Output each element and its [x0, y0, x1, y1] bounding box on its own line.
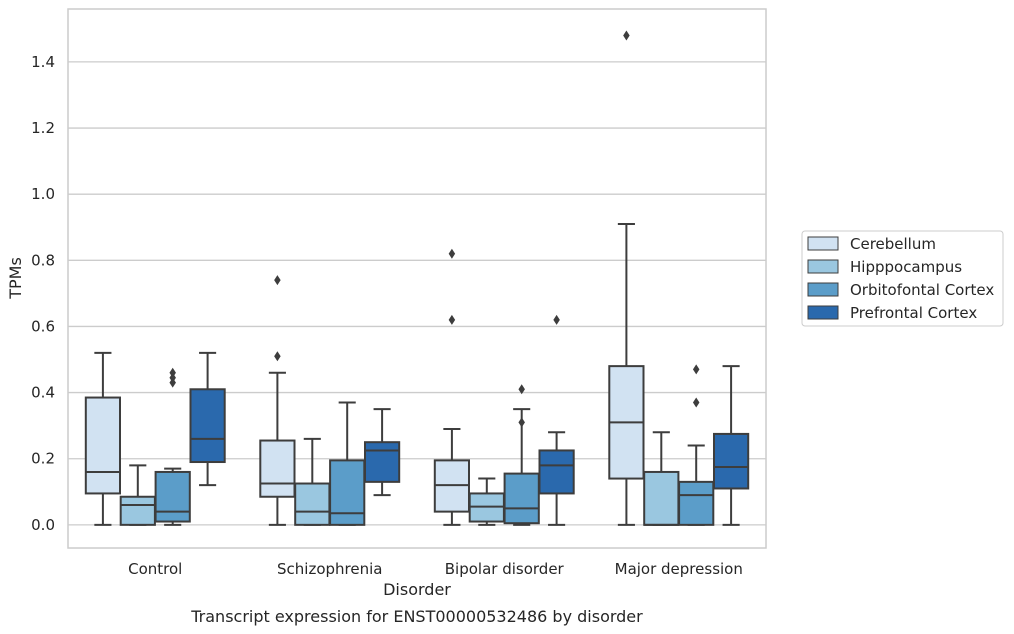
box-0-0 — [84, 351, 122, 526]
box-plot-area — [84, 30, 750, 526]
outlier-point — [623, 30, 630, 41]
outlier-point — [448, 248, 456, 259]
box-1-3 — [363, 408, 401, 497]
box-iqr — [294, 482, 331, 526]
box-3-2 — [678, 364, 715, 526]
outlier-point — [448, 314, 456, 325]
outlier-point — [692, 364, 700, 375]
y-tick-label: 1.2 — [31, 119, 55, 137]
x-tick-label: Control — [128, 560, 182, 578]
box-1-0 — [259, 275, 296, 526]
x-tick-label: Bipolar disorder — [445, 560, 565, 578]
legend-label: Orbitofontal Cortex — [850, 281, 994, 299]
legend-swatch — [807, 282, 839, 297]
box-2-3 — [538, 314, 575, 526]
x-tick-label: Schizophrenia — [277, 560, 382, 578]
box-3-1 — [643, 431, 680, 526]
outlier-point — [169, 367, 176, 378]
outlier-point — [692, 397, 700, 408]
y-tick-label: 1.4 — [31, 53, 55, 71]
box-3-3 — [712, 365, 750, 526]
outlier-point — [274, 275, 281, 286]
y-tick-label: 0.4 — [31, 384, 55, 402]
box-iqr — [503, 472, 540, 525]
x-axis-title: Disorder — [383, 580, 451, 599]
y-axis-title: TPMs — [6, 257, 25, 300]
box-iqr — [259, 439, 296, 498]
box-0-1 — [119, 464, 156, 526]
legend-frame — [801, 230, 1004, 327]
box-iqr — [363, 441, 401, 483]
y-tick-label: 0.2 — [31, 450, 55, 468]
y-tick-label: 1.0 — [31, 185, 55, 203]
chart-caption: Transcript expression for ENST0000053248… — [190, 607, 643, 626]
legend-label: Hipppocampus — [850, 258, 962, 276]
box-3-0 — [608, 30, 645, 526]
box-iqr — [119, 495, 156, 526]
box-iqr — [538, 449, 575, 495]
y-tick-label: 0.0 — [31, 516, 55, 534]
box-2-0 — [433, 248, 471, 526]
legend: Cerebellum Hipppocampus Orbitofontal Corte… — [801, 230, 1004, 327]
box-1-1 — [294, 437, 331, 526]
grid-lines — [68, 61, 766, 526]
box-iqr — [678, 480, 715, 526]
outlier-point — [553, 314, 560, 325]
plot-frame — [67, 8, 767, 549]
box-2-2 — [503, 384, 540, 526]
y-axis-ticks: 0.0 0.2 0.4 0.6 0.8 1.0 1.2 1.4 — [31, 53, 55, 534]
box-iqr — [189, 388, 226, 464]
box-iqr — [84, 396, 122, 495]
legend-label: Cerebellum — [850, 235, 936, 253]
box-2-1 — [468, 477, 505, 526]
outlier-point — [518, 417, 525, 428]
y-tick-label: 0.8 — [31, 251, 55, 269]
box-1-2 — [329, 401, 366, 526]
y-tick-label: 0.6 — [31, 317, 55, 335]
box-iqr — [154, 470, 191, 523]
legend-swatch — [807, 305, 839, 320]
box-0-3 — [189, 351, 226, 487]
box-iqr — [643, 470, 680, 526]
box-iqr — [329, 459, 366, 526]
x-tick-label: Major depression — [615, 560, 743, 578]
outlier-point — [274, 351, 281, 362]
x-axis-ticks: Control Schizophrenia Bipolar disorder Majo… — [128, 560, 743, 578]
box-iqr — [712, 432, 750, 490]
legend-swatch — [807, 259, 839, 274]
legend-label: Prefrontal Cortex — [850, 304, 977, 322]
legend-swatch — [807, 236, 839, 251]
outlier-point — [518, 384, 525, 395]
box-0-2 — [154, 367, 191, 526]
